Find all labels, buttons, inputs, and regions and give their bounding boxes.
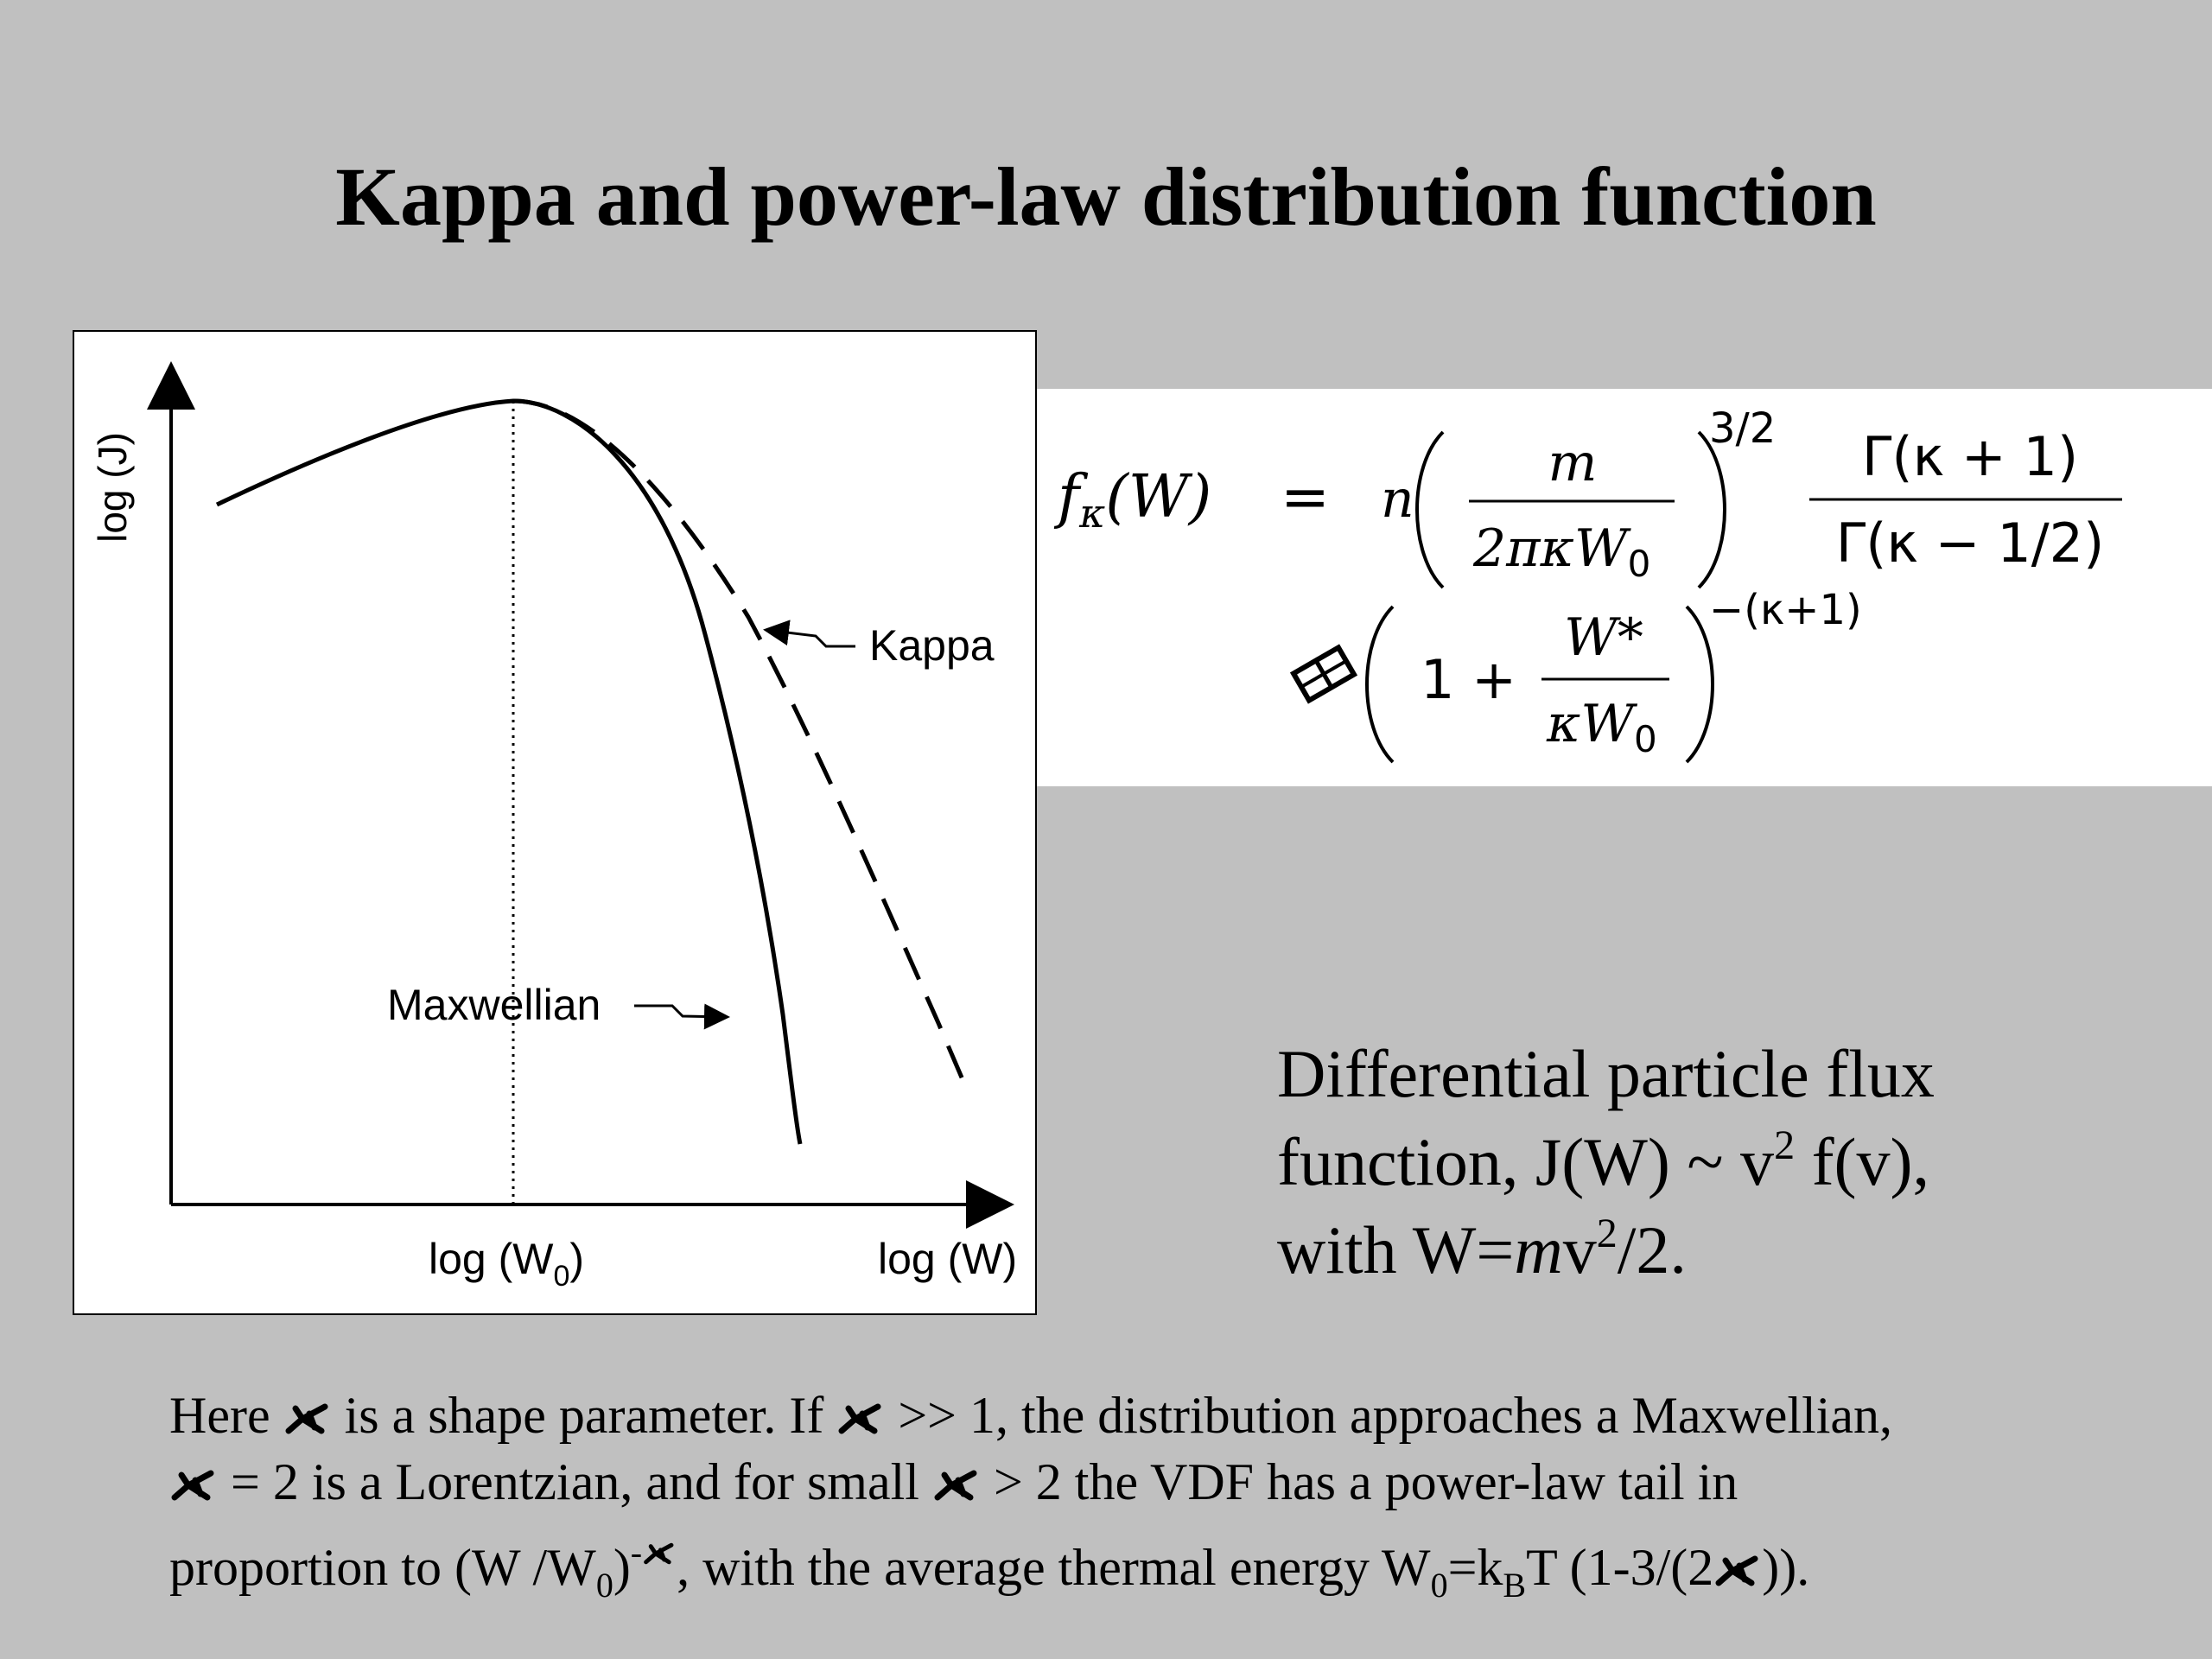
frac3-numerator: W* [1564, 607, 1643, 668]
slide-title: Kappa and power-law distribution functio… [335, 150, 1877, 243]
curve-label-maxwellian: Maxwellian [387, 981, 601, 1029]
flux-line-1: Differential particle flux [1277, 1036, 1935, 1111]
kappa-formula-panel: fκ(W) = n m 2πκW0 3/2 Γ(κ + 1) Γ(κ − 1/2… [1037, 389, 2212, 786]
kappa-curve [512, 398, 967, 1084]
formula-paren-left-2 [1365, 605, 1395, 764]
footnote-line-3: proportion to (W /W0)-, with the average… [169, 1516, 2157, 1603]
x-tick-label-w0: log (W0) [429, 1235, 584, 1293]
formula-exponent-2: −(κ+1) [1709, 586, 1862, 634]
formula-one-plus: 1 + [1421, 648, 1516, 711]
kappa-glyph-icon [1713, 1538, 1762, 1586]
formula-exponent-1: 3/2 [1709, 404, 1776, 453]
distribution-plot: log (J) Kappa Maxwellian log (W0) log (W… [90, 361, 1017, 1293]
kappa-glyph-icon [642, 1516, 677, 1565]
footnote-line-2: = 2 is a Lorentzian, and for small > 2 t… [169, 1449, 2157, 1516]
formula-paren-right-1 [1697, 430, 1726, 589]
kappa-label-arrow [763, 620, 855, 648]
formula-paren-left-1 [1415, 430, 1445, 589]
kappa-formula: fκ(W) = n m 2πκW0 3/2 Γ(κ + 1) Γ(κ − 1/2… [1053, 404, 2122, 764]
formula-paren-right-2 [1685, 605, 1714, 764]
formula-n: n [1381, 469, 1414, 530]
frac2-denominator: Γ(κ − 1/2) [1836, 512, 2105, 575]
footnote-line-1: Here is a shape parameter. If >> 1, the … [169, 1386, 1893, 1444]
maxwellian-curve [215, 398, 803, 1145]
frac1-numerator: m [1548, 433, 1598, 493]
kappa-glyph-icon [169, 1452, 218, 1501]
formula-equals: = [1281, 463, 1330, 531]
kappa-glyph-icon [932, 1452, 981, 1501]
frac1-denominator: 2πκW0 [1472, 518, 1650, 585]
footnote-text: Here is a shape parameter. If >> 1, the … [169, 1382, 2157, 1603]
frac3-denominator: κW0 [1546, 694, 1657, 760]
kappa-glyph-icon [283, 1386, 332, 1434]
y-axis-label: log (J) [90, 432, 135, 543]
curve-label-kappa: Kappa [869, 621, 995, 670]
formula-lhs: fκ(W) [1053, 463, 1211, 537]
kappa-glyph-icon [836, 1386, 885, 1434]
distribution-figure: log (J) Kappa Maxwellian log (W0) log (W… [73, 330, 1037, 1315]
flux-line-3: with W=mv2/2. [1277, 1211, 1687, 1287]
times-glyph [1289, 644, 1358, 704]
frac2-numerator: Γ(κ + 1) [1862, 425, 2078, 488]
flux-description: Differential particle flux function, J(W… [1277, 1030, 2176, 1294]
maxwellian-label-arrow [634, 1003, 730, 1030]
x-axis-label: log (W) [878, 1235, 1017, 1283]
flux-line-2: function, J(W) ~ v2 f(v), [1277, 1122, 1929, 1199]
